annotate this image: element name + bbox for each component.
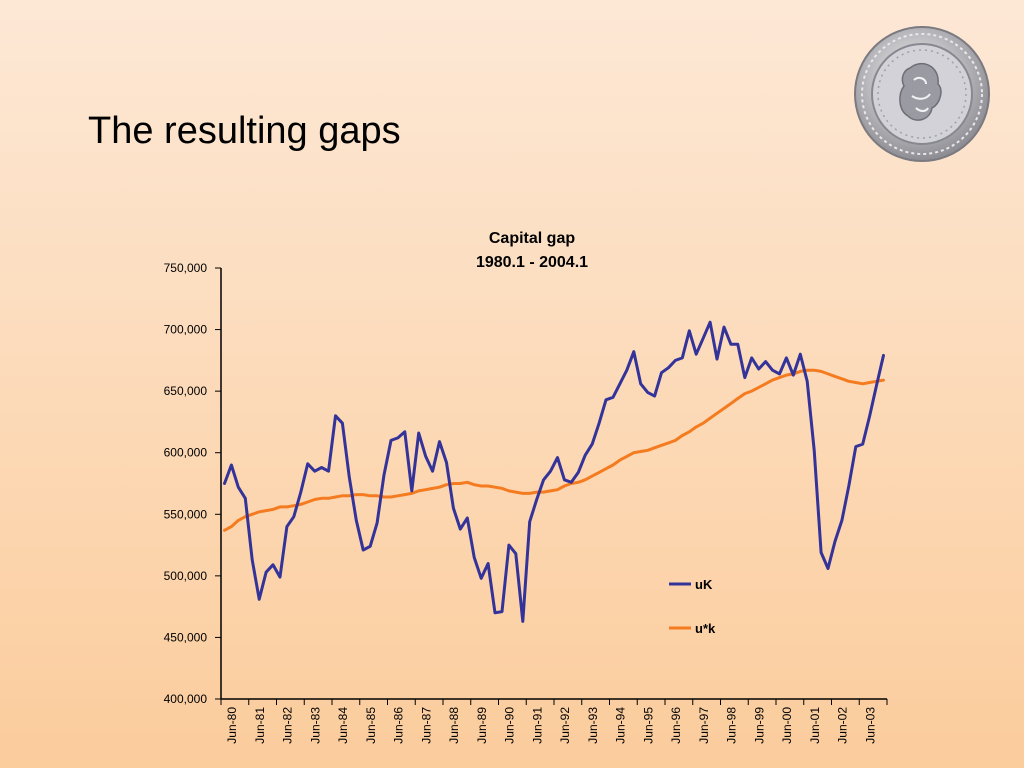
- x-tick-label: Jun-00: [780, 707, 794, 744]
- x-tick-label: Jun-92: [558, 707, 572, 744]
- y-tick-label: 550,000: [164, 507, 208, 521]
- x-tick-label: Jun-88: [447, 707, 461, 744]
- x-tick-label: Jun-96: [669, 707, 683, 744]
- series-lines: [223, 320, 885, 623]
- y-tick-label: 500,000: [164, 569, 208, 583]
- y-tick-label: 700,000: [164, 323, 208, 337]
- x-tick-label: Jun-90: [503, 707, 517, 744]
- x-tick-label: Jun-94: [614, 707, 628, 744]
- x-tick-label: Jun-02: [836, 707, 850, 744]
- chart-title: Capital gap: [489, 230, 575, 247]
- x-tick-label: Jun-85: [364, 707, 378, 744]
- y-axis: 400,000 450,000 500,000 550,000 600,000 650,0…: [164, 261, 222, 706]
- x-tick-label: Jun-82: [281, 707, 295, 744]
- x-tick-label: Jun-99: [752, 707, 766, 744]
- legend-label: uK: [695, 577, 713, 592]
- seal-emblem: [854, 26, 990, 162]
- x-tick-label: Jun-80: [225, 707, 239, 744]
- x-tick-label: Jun-84: [336, 707, 350, 744]
- series-line-uk: [223, 320, 885, 623]
- slide-title: The resulting gaps: [88, 110, 401, 152]
- x-tick-label: Jun-83: [308, 707, 322, 744]
- y-tick-label: 600,000: [164, 446, 208, 460]
- x-tick-label: Jun-87: [419, 707, 433, 744]
- x-tick-label: Jun-93: [586, 707, 600, 744]
- series-line-uk: [223, 368, 885, 532]
- x-tick-label: Jun-97: [697, 707, 711, 744]
- x-tick-label: Jun-01: [808, 707, 822, 744]
- y-tick-label: 750,000: [164, 261, 208, 275]
- x-tick-label: Jun-81: [253, 707, 267, 744]
- x-tick-label: Jun-89: [475, 707, 489, 744]
- legend-label: u*k: [695, 621, 716, 636]
- y-tick-label: 650,000: [164, 384, 208, 398]
- x-tick-label: Jun-91: [530, 707, 544, 744]
- x-tick-label: Jun-03: [863, 707, 877, 744]
- x-axis: Jun-80 Jun-81 Jun-82 Jun-83 Jun-84 Jun-85 Jun-…: [220, 698, 888, 744]
- x-tick-label: Jun-86: [392, 707, 406, 744]
- x-tick-label: Jun-98: [725, 707, 739, 744]
- y-tick-label: 400,000: [164, 692, 208, 706]
- y-tick-label: 450,000: [164, 630, 208, 644]
- chart-subtitle: 1980.1 - 2004.1: [476, 254, 588, 271]
- x-tick-label: Jun-95: [641, 707, 655, 744]
- legend: uK u*k: [669, 577, 716, 636]
